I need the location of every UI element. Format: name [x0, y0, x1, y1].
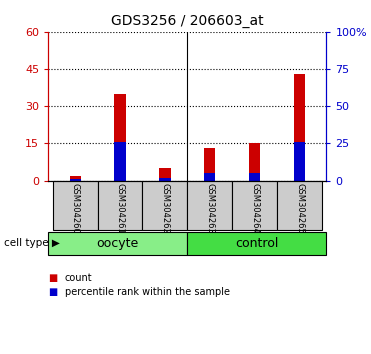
Text: ■: ■: [48, 273, 58, 283]
Bar: [232, 181, 277, 230]
Bar: [69, 176, 81, 181]
Title: GDS3256 / 206603_at: GDS3256 / 206603_at: [111, 14, 264, 28]
Bar: [159, 178, 171, 181]
Text: GSM304262: GSM304262: [160, 183, 170, 234]
Text: GSM304265: GSM304265: [295, 183, 304, 234]
Bar: [294, 74, 305, 181]
Bar: [159, 168, 171, 181]
Bar: [204, 148, 216, 181]
Text: GSM304264: GSM304264: [250, 183, 259, 234]
Bar: [249, 173, 260, 181]
Text: cell type ▶: cell type ▶: [4, 238, 60, 249]
Bar: [187, 181, 232, 230]
Bar: [69, 179, 81, 181]
Bar: [249, 143, 260, 181]
Text: GSM304263: GSM304263: [205, 183, 214, 234]
Bar: [277, 181, 322, 230]
Text: count: count: [65, 273, 92, 283]
Bar: [114, 142, 126, 181]
Text: percentile rank within the sample: percentile rank within the sample: [65, 287, 230, 297]
Text: GSM304261: GSM304261: [115, 183, 125, 234]
Text: oocyte: oocyte: [97, 237, 139, 250]
Bar: [204, 173, 216, 181]
Text: ■: ■: [48, 287, 58, 297]
Bar: [98, 181, 142, 230]
Text: GSM304260: GSM304260: [70, 183, 80, 234]
Bar: [142, 181, 187, 230]
Text: control: control: [235, 237, 279, 250]
Bar: [294, 142, 305, 181]
Bar: [53, 181, 98, 230]
Bar: [114, 94, 126, 181]
